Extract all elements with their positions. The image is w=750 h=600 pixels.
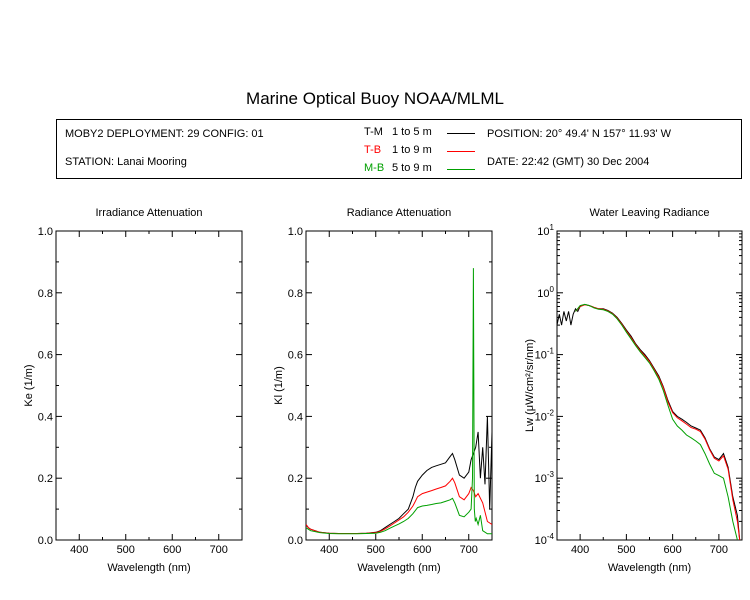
- y-tick-label: 0.0: [288, 535, 303, 547]
- x-tick-label: 600: [163, 544, 181, 556]
- y-tick-label: 0.8: [38, 288, 53, 300]
- panel-title: Irradiance Attenuation: [95, 207, 202, 219]
- legend-range-tb: 1 to 9 m: [392, 144, 432, 156]
- y-tick-label: 0.8: [288, 288, 303, 300]
- chart-panel-2: Radiance Attenuation Wavelength (nm) Kl (1…: [273, 207, 493, 574]
- series-line-t-m: [306, 416, 492, 534]
- info-box: MOBY2 DEPLOYMENT: 29 CONFIG: 01 STATION:…: [56, 119, 742, 179]
- y-tick-label: 101: [537, 223, 554, 238]
- y-tick-label: 0.4: [288, 411, 303, 423]
- legend-line-tm: [447, 133, 475, 134]
- y-axis-label: Kl (1/m): [273, 366, 285, 405]
- x-axis-label: Wavelength (nm): [107, 562, 190, 574]
- date-text: DATE: 22:42 (GMT) 30 Dec 2004: [487, 156, 650, 168]
- x-tick-label: 500: [117, 544, 135, 556]
- x-tick-label: 400: [320, 544, 338, 556]
- panel-title: Water Leaving Radiance: [589, 207, 709, 219]
- legend-range-tm: 1 to 5 m: [392, 126, 432, 138]
- deployment-text: MOBY2 DEPLOYMENT: 29 CONFIG: 01: [65, 128, 264, 140]
- y-axis-label: Lw (μW/cm²/sr/nm): [524, 339, 536, 432]
- legend-line-tb: [447, 151, 475, 152]
- y-tick-label: 0.0: [38, 535, 53, 547]
- y-tick-label: 0.2: [288, 473, 303, 485]
- y-tick-label: 100: [537, 285, 554, 300]
- plot-frame: [556, 230, 743, 541]
- series-line-t-b: [306, 477, 492, 534]
- station-text: STATION: Lanai Mooring: [65, 156, 187, 168]
- plot-frame: [305, 230, 493, 541]
- y-tick-label: 10-1: [535, 347, 555, 362]
- y-tick-label: 10-2: [535, 408, 555, 423]
- chart-panel-3: Water Leaving Radiance Wavelength (nm) Lw …: [524, 207, 743, 574]
- legend-range-mb: 5 to 9 m: [392, 162, 432, 174]
- x-axis-label: Wavelength (nm): [608, 562, 691, 574]
- panel-title: Radiance Attenuation: [347, 207, 452, 219]
- x-tick-label: 400: [70, 544, 88, 556]
- legend-line-mb: [447, 169, 475, 170]
- x-tick-label: 700: [210, 544, 228, 556]
- x-tick-label: 700: [710, 544, 728, 556]
- y-tick-label: 0.2: [38, 473, 53, 485]
- y-tick-label: 1.0: [38, 226, 53, 238]
- x-tick-label: 500: [367, 544, 385, 556]
- x-tick-label: 700: [460, 544, 478, 556]
- series-line-m-b: [306, 268, 492, 535]
- legend-id-mb: M-B: [364, 162, 385, 174]
- x-tick-label: 400: [571, 544, 589, 556]
- y-tick-label: 0.6: [38, 350, 53, 362]
- legend-id-tb: T-B: [364, 144, 382, 156]
- y-tick-label: 1.0: [288, 226, 303, 238]
- y-tick-label: 10-3: [535, 470, 555, 485]
- series-line-m-b: [575, 303, 738, 540]
- plot-frame: [55, 230, 243, 541]
- y-tick-label: 10-4: [535, 532, 555, 547]
- series-line-t-b: [575, 304, 741, 540]
- chart-title: Marine Optical Buoy NOAA/MLML: [246, 89, 504, 108]
- chart-panel-1: Irradiance Attenuation Wavelength (nm) Ke …: [23, 207, 243, 574]
- x-tick-label: 600: [413, 544, 431, 556]
- series-line-t-m: [557, 303, 741, 540]
- x-tick-label: 500: [617, 544, 635, 556]
- y-tick-label: 0.4: [38, 411, 53, 423]
- legend-id-tm: T-M: [364, 126, 383, 138]
- x-axis-label: Wavelength (nm): [357, 562, 440, 574]
- y-tick-label: 0.6: [288, 350, 303, 362]
- y-axis-label: Ke (1/m): [23, 364, 35, 406]
- position-text: POSITION: 20° 49.4' N 157° 11.93' W: [487, 128, 671, 140]
- x-tick-label: 600: [663, 544, 681, 556]
